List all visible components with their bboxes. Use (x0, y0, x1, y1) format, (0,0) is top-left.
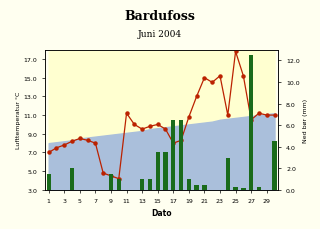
Bar (272, 142, 277, 190)
Bar (179, 120, 183, 190)
Bar (202, 185, 207, 190)
Bar (140, 179, 144, 190)
Bar (195, 185, 199, 190)
Bar (187, 179, 191, 190)
Bar (116, 179, 121, 190)
Y-axis label: Ned bør (mm): Ned bør (mm) (303, 98, 308, 142)
Bar (70, 169, 74, 190)
Bar (226, 158, 230, 190)
Bar (171, 120, 175, 190)
Bar (148, 179, 152, 190)
Bar (249, 56, 253, 190)
Bar (156, 153, 160, 190)
Y-axis label: Lufttemperatur °C: Lufttemperatur °C (16, 92, 20, 149)
Text: Bardufoss: Bardufoss (124, 10, 196, 22)
X-axis label: Dato: Dato (151, 208, 172, 217)
Bar (46, 174, 51, 190)
Bar (257, 187, 261, 190)
Text: Juni 2004: Juni 2004 (138, 30, 182, 39)
Bar (109, 174, 113, 190)
Bar (241, 188, 245, 190)
Bar (163, 153, 168, 190)
Bar (233, 187, 238, 190)
